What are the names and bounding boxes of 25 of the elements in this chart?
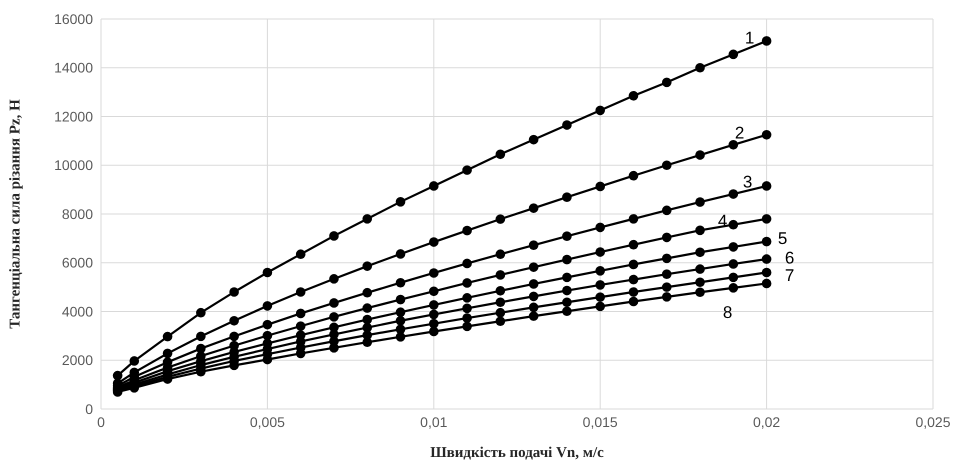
x-tick-label: 0,02 [752,414,780,430]
y-tick-label: 8000 [62,206,94,222]
x-tick-label: 0,015 [582,414,618,430]
series-label: 6 [784,248,794,268]
series-label: 8 [722,302,732,322]
series-label: 4 [718,211,728,230]
x-tick-label: 0,01 [420,414,448,430]
series-label: 1 [744,28,754,48]
y-tick-label: 16000 [54,10,94,27]
y-tick-label: 12000 [54,108,94,124]
x-tick-label: 0 [97,414,106,430]
y-tick-label: 4000 [62,303,94,320]
series-label: 2 [734,123,744,142]
x-axis-title: Швидкість подачі Vn, м/с [430,445,604,461]
y-tick-label: 6000 [62,254,94,271]
series-label: 5 [778,229,788,248]
y-tick-label: 10000 [54,157,94,174]
x-tick-label: 0,005 [250,414,286,430]
series-label: 3 [742,172,752,192]
y-axis-title: Тангенціальна сила різання Pz, Н [7,98,24,329]
series-label: 7 [784,266,794,285]
x-tick-label: 0,025 [915,414,951,430]
y-tick-label: 2000 [62,352,94,368]
y-tick-label: 0 [85,400,94,417]
y-tick-label: 14000 [54,60,94,76]
